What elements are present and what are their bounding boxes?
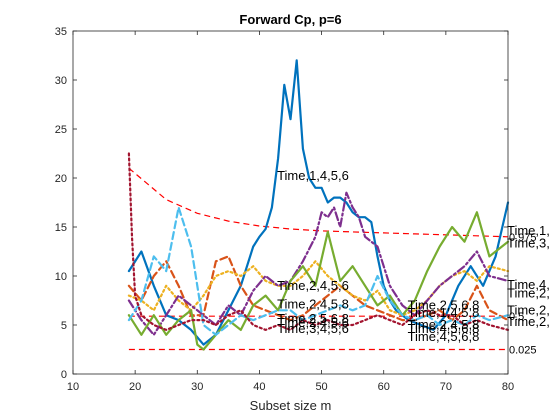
envelope-label-0.5: 0.5 — [509, 311, 524, 323]
envelope-label-0.025: 0.025 — [509, 345, 537, 357]
y-tick-label: 0 — [61, 369, 67, 381]
x-tick-label: 30 — [191, 381, 203, 393]
series-annotation: Time,4,5,6,8 — [408, 329, 480, 344]
series-annotation: Time,1,4,5,6 — [277, 168, 349, 183]
y-tick-label: 30 — [55, 75, 67, 87]
axis-layer: 10 20 30 40 50 60 70 80 0 5 10 15 20 25 30 35 — [55, 26, 514, 393]
series-annotation: Time,2,4,5,6 — [277, 315, 349, 330]
y-tick-label: 25 — [55, 124, 67, 136]
series-annotation: Time,3,4,5,6 — [277, 321, 349, 336]
plot-area — [73, 31, 508, 374]
series-annotation: Time,1, — [507, 223, 550, 238]
chart-title: Forward Cp, p=6 — [239, 12, 341, 27]
data-layer — [127, 59, 510, 351]
series-line-5 — [127, 211, 510, 351]
x-axis-label: Subset size m — [250, 398, 332, 413]
series-annotation: Time,2, — [507, 314, 550, 329]
series-annotation: Time,4,5,6,8 — [408, 321, 480, 336]
series-annotation: Time,2,4,5,6 — [277, 278, 349, 293]
annotation-layer: 0.9750.50.025Time,1,4,5,6Time,2,4,5,6Tim… — [277, 168, 550, 356]
x-tick-label: 50 — [315, 381, 327, 393]
x-tick-label: 40 — [253, 381, 265, 393]
series-annotation: Time,2, — [507, 302, 550, 317]
y-tick-label: 35 — [55, 26, 67, 38]
envelope-label-0.975: 0.975 — [509, 232, 537, 244]
series-annotation: Time,2,4,5,8 — [408, 317, 480, 332]
x-tick-label: 70 — [440, 381, 452, 393]
x-tick-label: 10 — [67, 381, 79, 393]
y-tick-label: 5 — [61, 320, 67, 332]
y-tick-label: 10 — [55, 271, 67, 283]
series-annotation: Time,1,4,5,8 — [408, 305, 480, 320]
x-tick-label: 60 — [378, 381, 390, 393]
x-tick-label: 80 — [502, 381, 514, 393]
y-tick-label: 20 — [55, 173, 67, 185]
series-annotation: Time,3, — [507, 236, 550, 251]
series-annotation: Time,2,4,5,8 — [277, 296, 349, 311]
series-annotation: Time,2,5,6,8 — [408, 297, 480, 312]
series-line-7 — [127, 152, 510, 331]
series-line-6 — [127, 206, 510, 336]
series-annotation: Time,2,5,6,8 — [277, 311, 349, 326]
x-tick-label: 20 — [129, 381, 141, 393]
y-tick-label: 15 — [55, 222, 67, 234]
plot-box — [72, 30, 509, 375]
series-annotation: Time,2, — [507, 286, 550, 301]
series-annotation: Time,4, — [507, 277, 550, 292]
series-line-4 — [127, 191, 510, 336]
